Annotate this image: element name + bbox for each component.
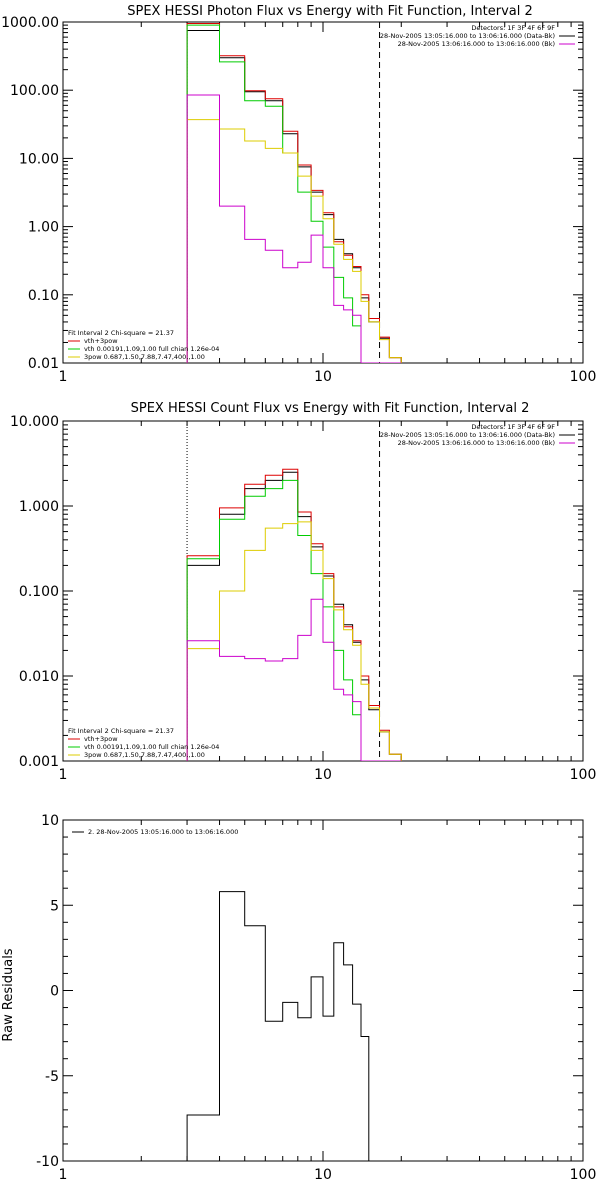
fit-legend-text: Fit Interval 2 Chi-square = 21.37	[68, 329, 174, 337]
fit-legend-text: 3pow 0.687,1.50,7.88,7.47,400.,1.00	[84, 751, 205, 759]
y-tick-label: 1.000	[19, 499, 59, 515]
fit-legend-text: 3pow 0.687,1.50,7.88,7.47,400.,1.00	[84, 353, 205, 361]
header-legend-text: Detectors: 1F 3F 4F 6F 9F	[471, 24, 555, 32]
y-tick-label: 0.001	[19, 754, 59, 770]
x-tick-label: 10	[314, 767, 332, 783]
y-tick-label: -10	[36, 1154, 59, 1170]
x-tick-label: 100	[570, 1167, 597, 1183]
y-tick-label: 10.000	[10, 414, 59, 430]
panel-title: SPEX HESSI Photon Flux vs Energy with Fi…	[127, 4, 533, 19]
series-step-line	[186, 521, 402, 761]
x-tick-label: 100	[570, 767, 597, 783]
plot-area	[186, 421, 402, 761]
x-tick-label: 100	[570, 369, 597, 385]
y-tick-label: 0.10	[28, 288, 59, 304]
header-legend-text: 28-Nov-2005 13:06:16.000 to 13:06:16.000…	[398, 40, 555, 48]
header-legend-text: 28-Nov-2005 13:06:16.000 to 13:06:16.000…	[398, 439, 555, 447]
series-step-line	[186, 119, 402, 363]
y-tick-label: 0.100	[19, 584, 59, 600]
fit-legend-text: vth 0.00191,1.09,1.00 full chian 1.26e-0…	[84, 743, 219, 751]
y-tick-label: 0.010	[19, 669, 59, 685]
fit-legend-text: Fit Interval 2 Chi-square = 21.37	[68, 727, 174, 735]
fit-legend-text: vth+3pow	[84, 337, 118, 345]
y-tick-label: -5	[45, 1069, 59, 1085]
y-tick-label: 5	[50, 898, 59, 914]
y-tick-label: 10	[41, 813, 59, 829]
y-tick-label: 100.00	[10, 83, 59, 99]
y-tick-label: 1.00	[28, 220, 59, 236]
y-axis-label: Raw Residuals	[1, 948, 16, 1041]
series-step-line	[186, 468, 402, 761]
x-tick-label: 10	[314, 1167, 332, 1183]
fit-legend-text: vth+3pow	[84, 735, 118, 743]
y-tick-label: 0.01	[28, 356, 59, 372]
series-step-line	[186, 23, 402, 363]
series-step-line	[186, 94, 402, 363]
residual-legend-text: 2. 28-Nov-2005 13:05:16.000 to 13:06:16.…	[88, 828, 238, 836]
plot-area	[186, 891, 380, 1161]
photon-flux-panel: SPEX HESSI Photon Flux vs Energy with Fi…	[1, 4, 596, 385]
panel-title: SPEX HESSI Count Flux vs Energy with Fit…	[131, 401, 530, 416]
x-tick-label: 10	[314, 369, 332, 385]
series-step-line	[186, 471, 402, 761]
x-tick-label: 1	[59, 369, 68, 385]
y-tick-label: 1000.00	[1, 15, 59, 31]
header-legend-text: 28-Nov-2005 13:05:16.000 to 13:06:16.000…	[380, 32, 555, 40]
series-step-line	[186, 891, 380, 1161]
header-legend-text: 28-Nov-2005 13:05:16.000 to 13:06:16.000…	[380, 431, 555, 439]
header-legend-text: Detectors: 1F 3F 4F 6F 9F	[471, 423, 555, 431]
y-tick-label: 10.00	[19, 151, 59, 167]
residuals-panel: Raw Residuals 1 10 100 -10 -5 0 5 10 2. 28-Nov-2…	[1, 813, 596, 1183]
fit-legend-text: vth 0.00191,1.09,1.00 full chian 1.26e-0…	[84, 345, 219, 353]
plot-area	[186, 22, 402, 363]
count-flux-panel: SPEX HESSI Count Flux vs Energy with Fit…	[10, 401, 596, 783]
x-tick-label: 1	[59, 1167, 68, 1183]
x-tick-label: 1	[59, 767, 68, 783]
series-step-line	[186, 598, 402, 761]
y-tick-label: 0	[50, 984, 59, 1000]
